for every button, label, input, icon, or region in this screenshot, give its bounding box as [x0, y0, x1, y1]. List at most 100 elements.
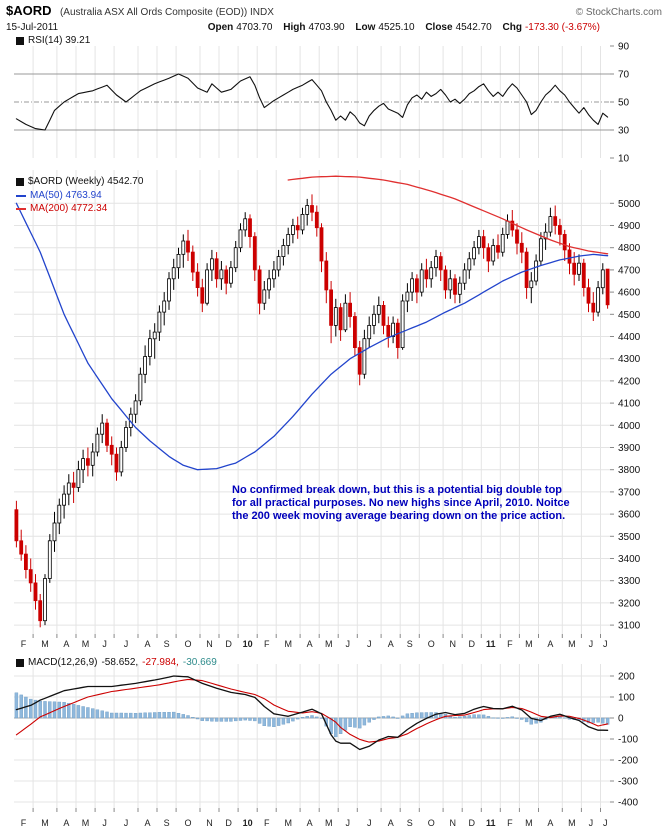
svg-text:100: 100	[618, 693, 635, 704]
svg-text:4300: 4300	[618, 354, 641, 365]
high-label: High	[283, 22, 306, 33]
annotation-line-3: the 200 week moving average bearing down…	[232, 510, 566, 522]
price-panel: 5000 4900 4800 4700 4600 4500 4400 4300 4200 4100…	[0, 164, 670, 656]
series-line	[15, 202, 609, 471]
svg-text:A: A	[63, 639, 69, 649]
svg-text:J: J	[124, 818, 129, 828]
svg-text:J: J	[589, 818, 594, 828]
svg-text:3900: 3900	[618, 443, 641, 454]
close-value: 4542.70	[455, 22, 492, 33]
svg-text:J: J	[346, 818, 351, 828]
ma50-legend: MA(50) 4763.94	[16, 190, 102, 201]
svg-text:4600: 4600	[618, 288, 641, 299]
svg-text:M: M	[41, 639, 49, 649]
svg-text:F: F	[507, 639, 513, 649]
svg-text:A: A	[388, 818, 394, 828]
svg-text:J: J	[346, 639, 351, 649]
svg-text:S: S	[407, 639, 413, 649]
svg-text:M: M	[568, 639, 576, 649]
price-legend-icon	[16, 177, 24, 186]
svg-text:F: F	[507, 818, 513, 828]
svg-text:-400: -400	[618, 798, 638, 809]
svg-text:D: D	[468, 639, 475, 649]
svg-text:M: M	[525, 818, 533, 828]
svg-text:-100: -100	[618, 735, 638, 746]
rsi-icon	[16, 36, 24, 45]
svg-text:M: M	[82, 639, 90, 649]
svg-text:F: F	[264, 818, 270, 828]
svg-text:O: O	[184, 639, 191, 649]
svg-text:A: A	[547, 818, 553, 828]
copyright: © StockCharts.com	[575, 7, 662, 18]
annotation-line-2: for all practical purposes. No new highs…	[232, 497, 570, 509]
svg-text:M: M	[568, 818, 576, 828]
svg-text:3300: 3300	[618, 576, 641, 587]
svg-text:3400: 3400	[618, 554, 641, 565]
price-plot: 5000 4900 4800 4700 4600 4500 4400 4300 4200 4100…	[14, 170, 641, 649]
title-block: $AORD (Australia ASX All Ords Composite …	[6, 3, 274, 20]
macd-histogram	[14, 692, 610, 738]
svg-text:J: J	[124, 639, 129, 649]
svg-text:J: J	[589, 639, 594, 649]
series-line	[15, 675, 609, 751]
ma200-legend: MA(200) 4772.34	[16, 203, 107, 214]
svg-text:A: A	[63, 818, 69, 828]
svg-text:M: M	[325, 639, 333, 649]
svg-text:-200: -200	[618, 756, 638, 767]
svg-text:M: M	[325, 818, 333, 828]
svg-text:M: M	[525, 639, 533, 649]
svg-text:M: M	[284, 818, 292, 828]
open-label: Open	[207, 22, 234, 33]
svg-text:D: D	[225, 818, 232, 828]
svg-text:D: D	[468, 818, 475, 828]
quote-line: Open 4703.70 High 4703.90 Low 4525.10 Close…	[200, 20, 666, 35]
svg-text:10: 10	[618, 154, 630, 165]
svg-text:30: 30	[618, 126, 630, 137]
svg-text:J: J	[603, 818, 608, 828]
svg-text:4200: 4200	[618, 376, 641, 387]
svg-text:4800: 4800	[618, 243, 641, 254]
svg-text:A: A	[547, 639, 553, 649]
close-label: Close	[425, 22, 453, 33]
svg-text:S: S	[164, 818, 170, 828]
svg-text:D: D	[225, 639, 232, 649]
svg-text:M: M	[82, 818, 90, 828]
svg-text:A: A	[388, 639, 394, 649]
svg-text:N: N	[449, 818, 456, 828]
macd-legend: MACD(12,26,9) -58.652, -27.984, -30.669	[16, 657, 217, 668]
svg-text:M: M	[41, 818, 49, 828]
svg-text:4700: 4700	[618, 265, 641, 276]
svg-text:F: F	[21, 818, 27, 828]
svg-text:3200: 3200	[618, 598, 641, 609]
series-line	[15, 678, 609, 743]
rsi-panel: 90 70 50 30 10 RSI(14) 39.21	[0, 34, 670, 164]
svg-text:J: J	[603, 639, 608, 649]
low-label: Low	[355, 22, 376, 33]
rsi-plot: 90 70 50 30 10	[14, 42, 630, 165]
svg-text:3600: 3600	[618, 510, 641, 521]
ma200-legend-label: MA(200) 4772.34	[30, 203, 108, 214]
rsi-legend: RSI(14) 39.21	[16, 35, 90, 46]
svg-text:0: 0	[618, 714, 624, 725]
svg-text:4100: 4100	[618, 399, 641, 410]
svg-text:4400: 4400	[618, 332, 641, 343]
chart-header: $AORD (Australia ASX All Ords Composite …	[0, 0, 670, 34]
series-line	[15, 73, 609, 131]
price-legend: $AORD (Weekly) 4542.70	[16, 176, 143, 187]
svg-text:S: S	[164, 639, 170, 649]
macd-icon	[16, 658, 24, 667]
svg-text:N: N	[206, 639, 213, 649]
macd-label: MACD(12,26,9)	[28, 657, 98, 668]
svg-text:90: 90	[618, 42, 630, 53]
ma200-line-icon	[16, 207, 26, 210]
svg-text:O: O	[428, 818, 435, 828]
svg-text:10: 10	[243, 818, 253, 828]
svg-text:3500: 3500	[618, 532, 641, 543]
svg-text:A: A	[307, 818, 313, 828]
chg-value: -173.30 (-3.67%)	[524, 22, 600, 33]
svg-text:200: 200	[618, 672, 635, 683]
price-legend-label: $AORD (Weekly) 4542.70	[28, 176, 144, 187]
svg-text:A: A	[144, 818, 150, 828]
svg-text:N: N	[206, 818, 213, 828]
symbol: $AORD	[6, 3, 52, 18]
